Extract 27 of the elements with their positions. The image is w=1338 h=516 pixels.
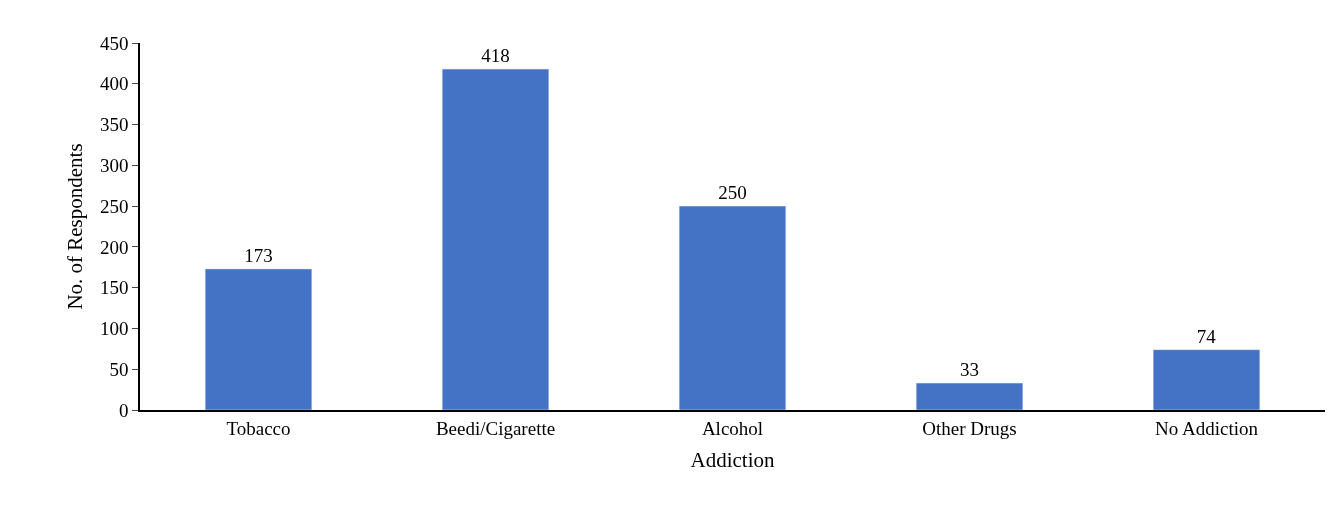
bar bbox=[441, 68, 550, 410]
data-label: 250 bbox=[718, 182, 747, 204]
x-tick-label: Other Drugs bbox=[922, 417, 1017, 439]
data-label: 418 bbox=[481, 45, 510, 67]
bar bbox=[204, 268, 313, 410]
y-tick-label: 250 bbox=[99, 195, 129, 217]
y-tick-label: 200 bbox=[99, 236, 129, 258]
bar bbox=[1152, 349, 1261, 410]
x-tick-label: Alcohol bbox=[701, 417, 764, 439]
y-tick-label: 150 bbox=[99, 277, 129, 299]
y-tick-label: 0 bbox=[118, 399, 129, 421]
data-label: 173 bbox=[244, 244, 273, 266]
data-label: 74 bbox=[1196, 325, 1217, 347]
bar bbox=[915, 382, 1024, 410]
y-tick-label: 300 bbox=[99, 154, 129, 176]
y-tick-label: 400 bbox=[99, 73, 129, 95]
bar bbox=[678, 205, 787, 410]
y-axis-title: No. of Respondents bbox=[62, 143, 87, 310]
y-tick-label: 50 bbox=[109, 358, 129, 380]
x-axis-title: Addiction bbox=[690, 448, 775, 473]
x-tick-label: Beedi/Cigarette bbox=[435, 417, 556, 439]
x-tick-label: Tobacco bbox=[226, 417, 291, 439]
x-tick-label: No Addiction bbox=[1155, 417, 1259, 439]
y-tick-label: 450 bbox=[99, 32, 129, 54]
y-tick-label: 100 bbox=[99, 318, 129, 340]
y-tick-label: 350 bbox=[99, 114, 129, 136]
data-label: 33 bbox=[960, 359, 980, 381]
